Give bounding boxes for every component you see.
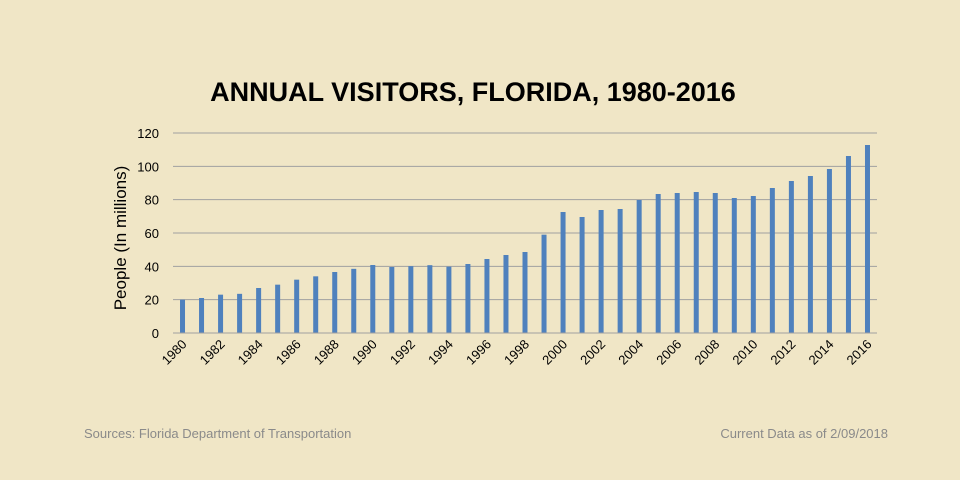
x-tick-label: 1996 [463,337,494,368]
x-tick-label: 1980 [159,337,190,368]
bar-1995 [465,264,471,333]
x-tick-label: 2012 [767,337,798,368]
y-tick-label: 0 [152,326,159,341]
bar-1984 [256,288,262,333]
bar-2009 [731,198,737,333]
x-tick-label: 2004 [615,337,646,368]
bar-1998 [522,252,528,333]
bar-1997 [503,255,509,333]
bar-1980 [180,299,186,333]
bar-1981 [199,298,205,333]
bar-2006 [674,193,680,333]
bar-1988 [332,272,338,333]
x-tick-label: 1990 [349,337,380,368]
bar-1982 [218,294,224,333]
x-tick-label: 2000 [539,337,570,368]
y-axis-label: People (In millions) [111,166,130,311]
bar-1999 [541,234,547,333]
x-tick-label: 2010 [729,337,760,368]
x-tick-label: 1992 [387,337,418,368]
y-tick-label: 60 [145,226,159,241]
bar-2002 [598,210,604,333]
bar-2008 [712,193,718,333]
y-tick-label: 120 [137,126,159,141]
y-tick-label: 20 [145,293,159,308]
x-tick-label: 2008 [691,337,722,368]
bar-2016 [864,145,870,333]
bar-2004 [636,200,642,333]
bar-2012 [788,181,794,333]
bar-2001 [579,217,585,333]
x-tick-label: 1994 [425,337,456,368]
y-tick-label: 100 [137,159,159,174]
x-tick-label: 1998 [501,337,532,368]
bar-1994 [446,266,452,333]
chart-title: ANNUAL VISITORS, FLORIDA, 1980-2016 [210,77,736,107]
bar-1996 [484,259,490,333]
bar-2011 [769,188,775,333]
bar-2003 [617,209,623,333]
bar-1989 [351,268,357,333]
bar-1990 [370,265,376,333]
bar-1993 [427,265,433,333]
bar-2005 [655,194,661,333]
x-tick-label: 2006 [653,337,684,368]
bar-2014 [826,169,832,333]
y-axis-ticks: 0 20 40 60 80 100 120 [137,126,159,341]
bar-2000 [560,212,566,333]
x-tick-label: 1988 [311,337,342,368]
x-axis-ticks: 1980 1982 1984 1986 1988 1990 1992 1994 1996 1998… [159,337,875,368]
bar-2013 [807,176,813,333]
x-tick-label: 2014 [805,337,836,368]
bar-1983 [237,293,243,333]
x-tick-label: 1982 [197,337,228,368]
x-tick-label: 1986 [273,337,304,368]
y-tick-label: 80 [145,193,159,208]
x-tick-label: 1984 [235,337,266,368]
gridlines [173,132,877,301]
bars [180,145,870,333]
bar-1992 [408,266,414,333]
bar-2010 [750,196,756,333]
bar-1986 [294,279,300,333]
bar-1991 [389,267,395,333]
bar-2007 [693,192,699,333]
bar-1985 [275,284,281,333]
y-tick-label: 40 [145,259,159,274]
x-tick-label: 2016 [844,337,875,368]
data-date-note: Current Data as of 2/09/2018 [720,426,888,441]
x-tick-label: 2002 [577,337,608,368]
bar-1987 [313,276,319,333]
bar-2015 [845,156,851,333]
source-note: Sources: Florida Department of Transport… [84,426,351,441]
